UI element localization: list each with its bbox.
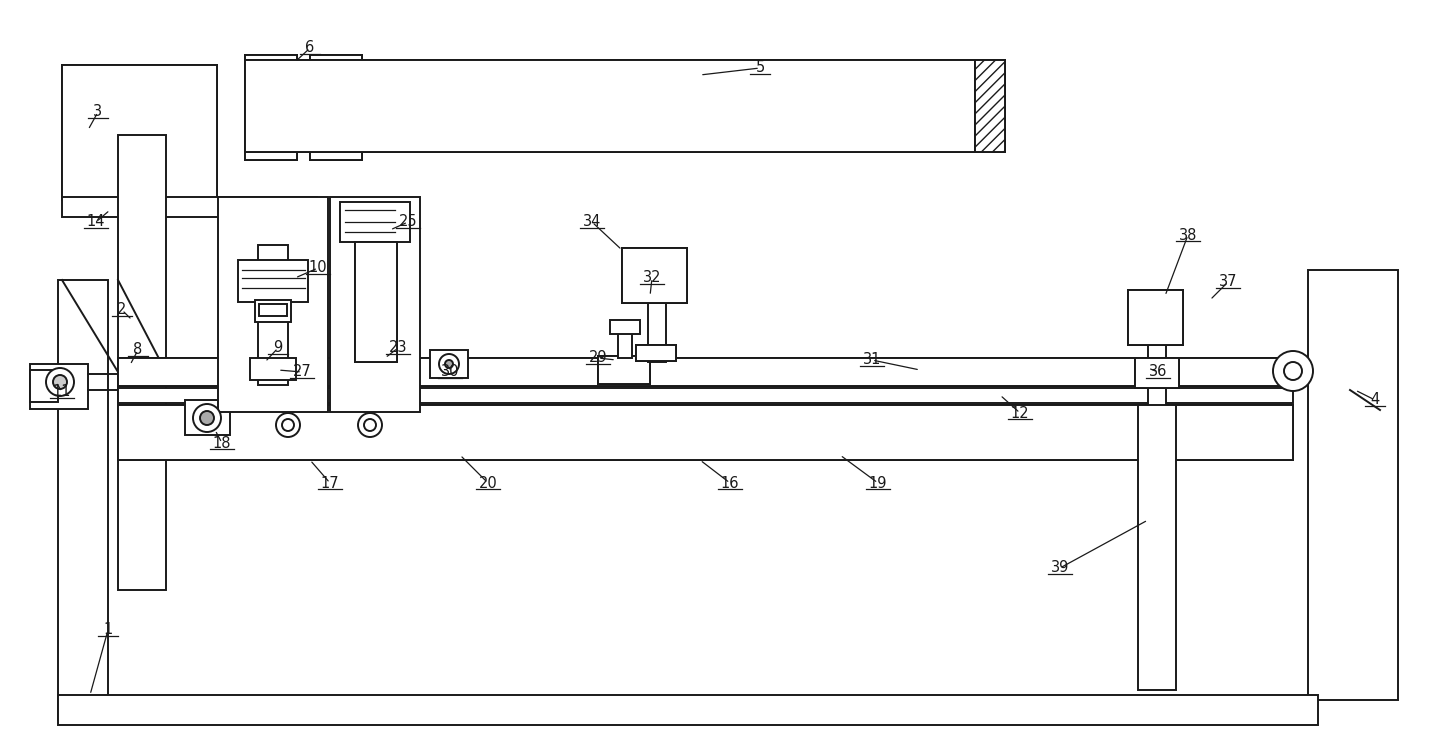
Bar [218, 197, 328, 412]
Bar [118, 135, 166, 590]
Text: 20: 20 [479, 476, 498, 491]
Bar [636, 345, 676, 361]
Text: 29: 29 [588, 350, 607, 365]
Text: 27: 27 [293, 365, 312, 379]
Bar [58, 280, 108, 720]
Bar [31, 364, 87, 409]
Circle shape [1284, 362, 1302, 380]
Bar [185, 400, 230, 435]
Bar [341, 202, 411, 242]
Text: 10: 10 [309, 261, 328, 276]
Bar [622, 248, 687, 303]
Text: 4: 4 [1370, 392, 1380, 408]
Bar [648, 296, 665, 362]
Bar [58, 695, 1318, 725]
Circle shape [52, 375, 67, 389]
Bar [1136, 358, 1179, 388]
Text: 30: 30 [441, 365, 459, 379]
Bar [255, 300, 291, 322]
Circle shape [358, 413, 381, 437]
Text: 19: 19 [869, 476, 887, 491]
Circle shape [199, 411, 214, 425]
Bar [310, 55, 363, 160]
Bar [617, 330, 632, 358]
Bar [976, 60, 1005, 152]
Bar [245, 60, 1005, 152]
Text: 12: 12 [1010, 406, 1029, 421]
Text: 8: 8 [134, 343, 143, 358]
Text: 38: 38 [1179, 228, 1197, 243]
Bar [245, 55, 297, 160]
Bar [598, 356, 649, 384]
Circle shape [446, 360, 453, 368]
Bar [250, 358, 296, 380]
Text: 31: 31 [863, 353, 881, 368]
Bar [1139, 361, 1175, 385]
Bar [31, 370, 58, 402]
Text: 2: 2 [118, 303, 127, 317]
Bar [598, 356, 649, 384]
Text: 17: 17 [320, 476, 339, 491]
Circle shape [282, 419, 294, 431]
Bar [355, 242, 397, 362]
Text: 37: 37 [1219, 274, 1238, 290]
Circle shape [194, 404, 221, 432]
Text: 11: 11 [52, 385, 71, 400]
Text: 9: 9 [274, 341, 282, 356]
Text: 23: 23 [389, 341, 408, 356]
Bar [118, 358, 1293, 386]
Bar [601, 359, 646, 381]
Bar [259, 304, 287, 316]
Text: 16: 16 [721, 476, 740, 491]
Text: 14: 14 [87, 214, 105, 229]
Bar [118, 405, 1293, 460]
Bar [310, 55, 363, 160]
Bar [636, 345, 676, 361]
Bar [331, 197, 419, 412]
Bar [118, 388, 1293, 403]
Bar [1139, 405, 1176, 690]
Text: 39: 39 [1051, 560, 1069, 575]
Bar [610, 320, 641, 334]
Text: 34: 34 [582, 214, 601, 229]
Bar [1307, 270, 1398, 700]
Bar [1131, 294, 1179, 341]
Bar [1128, 290, 1184, 345]
Circle shape [277, 413, 300, 437]
Bar [1280, 362, 1291, 382]
Bar [245, 92, 1005, 152]
Circle shape [1273, 351, 1313, 391]
Bar [63, 197, 317, 217]
Bar [245, 55, 297, 160]
Bar [258, 245, 288, 385]
Text: 6: 6 [306, 40, 314, 55]
Bar [355, 242, 397, 362]
Bar [1136, 358, 1179, 388]
Bar [622, 248, 687, 303]
Bar [118, 405, 1293, 460]
Text: 5: 5 [756, 61, 764, 75]
Bar [976, 60, 1005, 152]
Bar [639, 348, 673, 358]
Bar [1128, 290, 1184, 345]
Bar [118, 405, 1293, 460]
Bar [628, 254, 680, 298]
Bar [63, 65, 217, 200]
Circle shape [364, 419, 376, 431]
Bar [63, 65, 217, 200]
Bar [430, 350, 467, 378]
Circle shape [47, 368, 74, 396]
Bar [237, 260, 309, 302]
Bar [1147, 338, 1166, 406]
Text: 18: 18 [213, 436, 232, 450]
Text: 1: 1 [103, 622, 112, 637]
Bar [118, 358, 1293, 386]
Circle shape [440, 354, 459, 374]
Bar [245, 60, 1005, 92]
Text: 25: 25 [399, 214, 418, 229]
Text: 36: 36 [1149, 365, 1168, 379]
Text: 3: 3 [93, 105, 102, 120]
Text: 32: 32 [642, 270, 661, 285]
